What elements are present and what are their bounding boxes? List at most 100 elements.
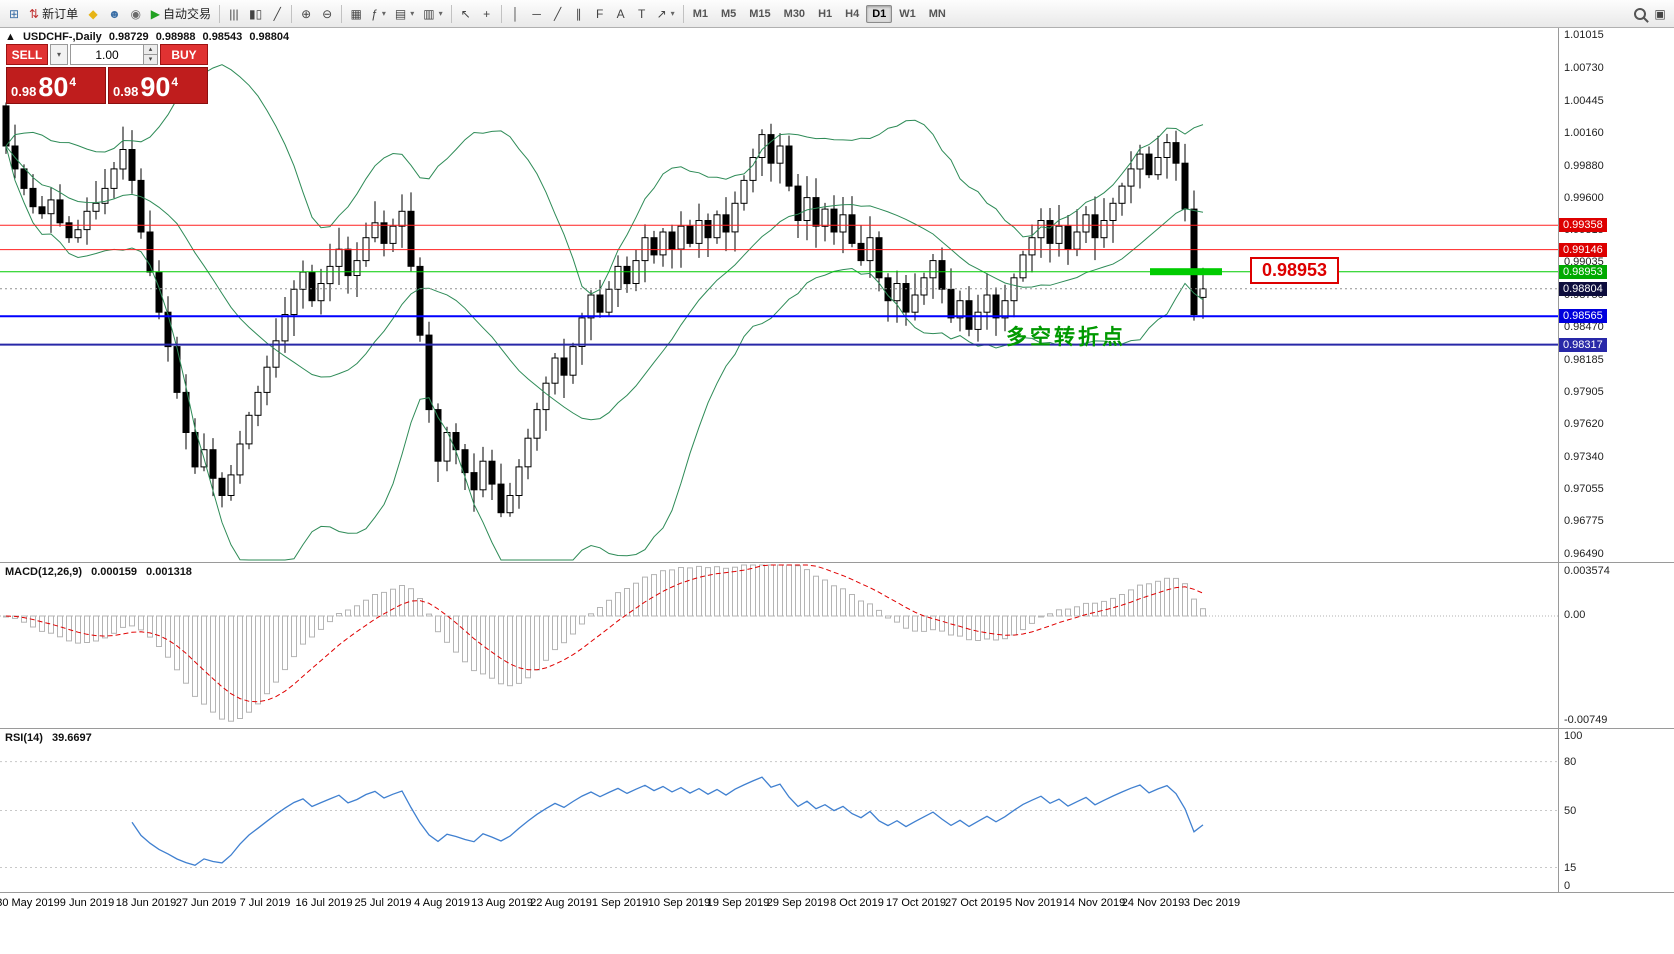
- price-callout[interactable]: 0.98953: [1250, 257, 1340, 284]
- macd-axis-label: 0.00: [1564, 609, 1586, 621]
- spin-down-icon[interactable]: ▾: [144, 55, 157, 64]
- profile-icon: ☻: [108, 6, 121, 21]
- fibonacci-icon: F: [595, 6, 604, 21]
- search-button[interactable]: [1630, 3, 1650, 25]
- vertical-line-icon: │: [511, 6, 520, 21]
- pivot-annotation[interactable]: 多空转折点: [1006, 326, 1126, 349]
- price-axis-label: 0.97620: [1564, 418, 1604, 430]
- cursor-button[interactable]: ↖: [456, 3, 476, 25]
- vertical-line-button[interactable]: │: [506, 3, 526, 25]
- auto-trading-button[interactable]: ▶ 自动交易: [147, 3, 215, 25]
- tile-windows-icon: ▦: [350, 6, 362, 21]
- text-label-button[interactable]: T: [632, 3, 652, 25]
- chart-window: ▲ USDCHF-,Daily 0.98729 0.98988 0.98543 …: [0, 28, 1674, 954]
- periods-button[interactable]: ▤ ▾: [391, 3, 418, 25]
- new-chart-button[interactable]: ⊞: [4, 3, 24, 25]
- equidistant-channel-button[interactable]: ∥: [569, 3, 589, 25]
- spin-up-icon[interactable]: ▴: [144, 45, 157, 55]
- horizontal-line-button[interactable]: ─: [527, 3, 547, 25]
- timeframe-mn-button[interactable]: MN: [928, 7, 946, 20]
- zoom-out-button[interactable]: ⊖: [317, 3, 337, 25]
- buy-button[interactable]: BUY: [160, 44, 208, 65]
- order-type-dropdown[interactable]: ▾: [50, 44, 68, 65]
- macd-value-main: 0.000159: [91, 566, 137, 578]
- market-button[interactable]: ◉: [126, 3, 146, 25]
- crosshair-button[interactable]: +: [477, 3, 497, 25]
- toolbar-left-group: ⊞ ⇅ 新订单 ◆ ☻ ◉ ▶ 自动交易 ||| ▮▯ ╱ ⊕ ⊖ ▦ ƒ ▾ ▤ ▾ ▥ ▾ ↖ + │ ─ ╱ ∥ F A T ↗ ▾: [4, 3, 687, 25]
- panel-separator-macd[interactable]: [0, 562, 1674, 563]
- symbol-open: 0.98729: [108, 31, 149, 43]
- zoom-out-icon: ⊖: [322, 6, 333, 21]
- toolbar-separator: [218, 4, 220, 23]
- date-axis-label: 13 Aug 2019: [471, 897, 533, 909]
- timeframe-h4-button[interactable]: H4: [845, 7, 860, 20]
- templates-button[interactable]: ▥ ▾: [419, 3, 446, 25]
- date-axis-label: 5 Nov 2019: [1005, 897, 1063, 909]
- date-axis-label: 14 Nov 2019: [1062, 897, 1126, 909]
- rsi-axis-label: 50: [1564, 805, 1577, 817]
- buy-price-display[interactable]: 0.98 90 4: [108, 67, 208, 104]
- candles: [2, 102, 1207, 518]
- layout-button[interactable]: ▣: [1650, 3, 1670, 25]
- metaeditor-button[interactable]: ◆: [83, 3, 103, 25]
- date-axis-label: 19 Sep 2019: [706, 897, 770, 909]
- horizontal-line-icon: ─: [532, 6, 541, 21]
- text-button[interactable]: A: [611, 3, 631, 25]
- price-axis-label: 1.01015: [1564, 29, 1604, 41]
- panel-separator-rsi[interactable]: [0, 728, 1674, 729]
- date-axis-label: 4 Aug 2019: [414, 897, 470, 909]
- sell-price-display[interactable]: 0.98 80 4: [6, 67, 106, 104]
- date-axis-label: 1 Sep 2019: [591, 897, 649, 909]
- timeframe-m5-button[interactable]: M5: [720, 7, 737, 20]
- auto-trading-label: 自动交易: [162, 7, 211, 21]
- rsi-axis-label: 15: [1564, 862, 1577, 874]
- fibonacci-button[interactable]: F: [590, 3, 610, 25]
- macd-signal-line: [5, 564, 1204, 703]
- volume-input[interactable]: 1.00 ▴ ▾: [70, 44, 158, 65]
- timeframe-m15-button[interactable]: M15: [749, 7, 771, 20]
- macd-chart[interactable]: [0, 563, 1558, 727]
- candlestick-chart-button[interactable]: ▮▯: [245, 3, 266, 25]
- level-lines[interactable]: [0, 224, 1558, 346]
- chevron-down-icon: ▾: [410, 9, 415, 18]
- text-icon: A: [616, 6, 625, 21]
- price-chart[interactable]: [0, 28, 1558, 562]
- date-axis-label: 17 Oct 2019: [886, 897, 946, 909]
- price-axis-label: 1.00445: [1564, 95, 1604, 107]
- zoom-in-button[interactable]: ⊕: [296, 3, 316, 25]
- price-tag: 0.98804: [1559, 282, 1607, 296]
- rsi-axis-label: 100: [1564, 730, 1583, 742]
- indicators-icon: ƒ: [371, 6, 378, 21]
- buy-price-big: 90: [140, 72, 171, 102]
- date-axis-label: 18 Jun 2019: [115, 897, 177, 909]
- timeframe-h1-button[interactable]: H1: [818, 7, 833, 20]
- toolbar-separator: [682, 4, 684, 23]
- chevron-down-icon: ▾: [381, 9, 386, 18]
- symbol-arrow-icon: ▲: [5, 31, 16, 43]
- volume-stepper[interactable]: ▴ ▾: [143, 45, 157, 64]
- new-order-button[interactable]: ⇅ 新订单: [25, 3, 82, 25]
- bar-chart-button[interactable]: |||: [224, 3, 244, 25]
- tile-windows-button[interactable]: ▦: [346, 3, 366, 25]
- line-chart-button[interactable]: ╱: [267, 3, 287, 25]
- indicators-button[interactable]: ƒ ▾: [367, 3, 390, 25]
- arrows-button[interactable]: ↗ ▾: [653, 3, 679, 25]
- macd-label: MACD(12,26,9) 0.000159 0.001318: [5, 566, 198, 578]
- price-tag: 0.99146: [1559, 243, 1607, 257]
- price-axis-label: 1.00160: [1564, 127, 1604, 139]
- timeframe-m30-button[interactable]: M30: [783, 7, 806, 20]
- timeframe-m1-button[interactable]: M1: [692, 7, 708, 20]
- buy-price-sup: 4: [171, 75, 179, 89]
- timeframe-d1-button[interactable]: D1: [866, 4, 893, 23]
- price-axis-label: 1.00730: [1564, 62, 1604, 74]
- trade-panel-controls: SELL ▾ 1.00 ▴ ▾ BUY: [6, 44, 208, 65]
- toolbar-separator: [341, 4, 343, 23]
- trend-line-button[interactable]: ╱: [548, 3, 568, 25]
- date-axis-label: 10 Sep 2019: [647, 897, 711, 909]
- date-axis-label: 25 Jul 2019: [354, 897, 412, 909]
- timeframe-w1-button[interactable]: W1: [899, 7, 916, 20]
- rsi-chart[interactable]: [0, 729, 1558, 892]
- chevron-down-icon: ▾: [670, 9, 675, 18]
- sell-button[interactable]: SELL: [6, 44, 48, 65]
- profile-button[interactable]: ☻: [104, 3, 125, 25]
